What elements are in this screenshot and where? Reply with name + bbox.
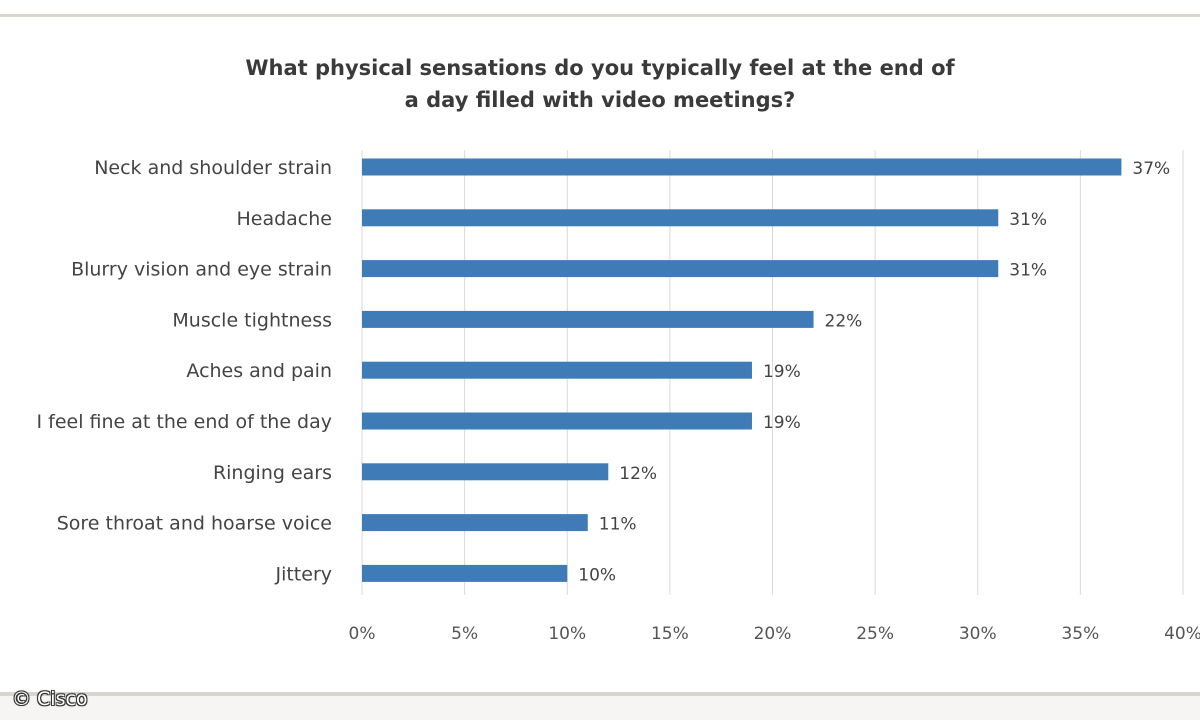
chart-title-line-1: What physical sensations do you typicall…: [245, 56, 955, 80]
category-label: Neck and shoulder strain: [94, 157, 332, 179]
x-tick-label: 0%: [349, 624, 376, 644]
bottom-border: [0, 692, 1200, 696]
category-label: Jittery: [274, 563, 332, 585]
data-label: 31%: [1009, 210, 1047, 230]
data-label: 11%: [599, 515, 637, 535]
bar: [362, 564, 568, 582]
category-labels: Neck and shoulder strain Headache Blurry v…: [37, 157, 332, 585]
data-label: 22%: [825, 311, 863, 331]
top-border: [0, 14, 1200, 17]
x-tick-label: 15%: [651, 624, 689, 644]
x-tick-label: 5%: [451, 624, 478, 644]
bar: [362, 260, 999, 278]
x-tick-label: 20%: [754, 624, 792, 644]
category-label: Ringing ears: [213, 462, 332, 484]
data-label: 12%: [619, 464, 657, 484]
data-label: 37%: [1132, 159, 1170, 179]
chart-title-line-2: a day filled with video meetings?: [404, 88, 796, 112]
x-tick-label: 30%: [959, 624, 997, 644]
category-label: I feel fine at the end of the day: [37, 411, 332, 433]
x-tick-label: 40%: [1164, 624, 1200, 644]
x-tick-label: 35%: [1061, 624, 1099, 644]
x-axis-ticks: 0% 5% 10% 15% 20% 25% 30% 35% 40%: [349, 624, 1200, 644]
bar: [362, 310, 814, 328]
x-tick-label: 10%: [548, 624, 586, 644]
bar: [362, 412, 752, 430]
bottom-strip: [0, 696, 1200, 720]
bar: [362, 209, 999, 227]
value-labels: 37% 31% 31% 22% 19% 19% 12% 11% 10%: [578, 159, 1170, 585]
bar: [362, 158, 1122, 176]
bar: [362, 361, 752, 379]
category-label: Sore throat and hoarse voice: [57, 513, 332, 535]
data-label: 31%: [1009, 261, 1047, 281]
data-label: 10%: [578, 565, 616, 585]
bar: [362, 514, 588, 532]
bars: [362, 158, 1122, 582]
data-label: 19%: [763, 413, 801, 433]
data-label: 19%: [763, 362, 801, 382]
category-label: Headache: [236, 208, 332, 230]
category-label: Blurry vision and eye strain: [71, 259, 332, 281]
category-label: Aches and pain: [186, 360, 332, 382]
bar: [362, 463, 609, 481]
chart-title: What physical sensations do you typicall…: [140, 52, 1060, 116]
category-label: Muscle tightness: [172, 309, 332, 331]
copyright-credit: © Cisco: [12, 688, 88, 710]
x-tick-label: 25%: [856, 624, 894, 644]
